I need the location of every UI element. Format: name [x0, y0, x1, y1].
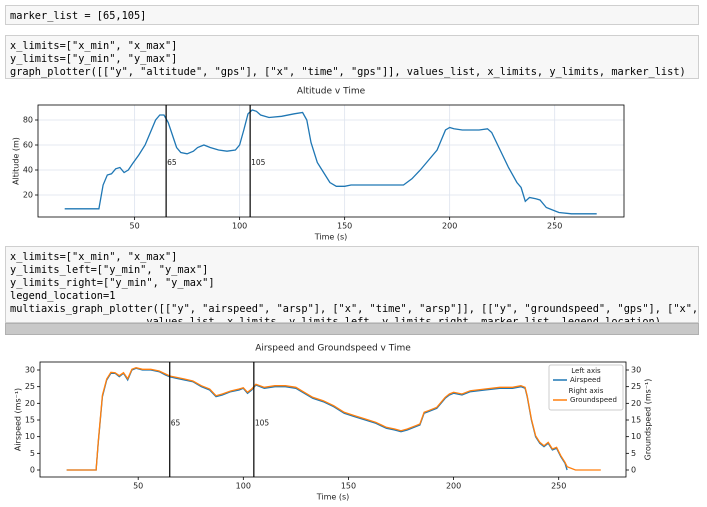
chart-title: Airspeed and Groundspeed v Time — [255, 344, 411, 354]
code-line: multiaxis_graph_plotter([["y", "airspeed… — [10, 303, 699, 315]
marker-label: 65 — [167, 158, 177, 167]
code-line: values_list, x_limits, y_limits_left, y_… — [10, 316, 661, 323]
y2-tick-label: 15 — [631, 416, 641, 425]
y-tick-label: 5 — [30, 449, 35, 458]
legend-label: Airspeed — [570, 376, 601, 384]
x-tick-label: 250 — [547, 222, 562, 231]
code-line: legend_location=1 — [10, 290, 116, 302]
x-tick-label: 50 — [133, 482, 143, 491]
y-tick-label: 20 — [25, 399, 35, 408]
x-axis-label: Time (s) — [316, 493, 350, 502]
code-line: y_limits_right=["y_min", "y_max"] — [10, 277, 215, 289]
y2-tick-label: 30 — [631, 366, 641, 375]
marker-label: 105 — [255, 419, 270, 428]
code-line: graph_plotter([["y", "altitude", "gps"],… — [10, 66, 686, 78]
x-tick-label: 250 — [551, 482, 566, 491]
y-tick-label: 10 — [25, 432, 35, 441]
y-tick-label: 40 — [23, 166, 33, 175]
legend-title: Right axis — [569, 387, 604, 395]
y2-tick-label: 5 — [631, 449, 636, 458]
plot-frame — [37, 104, 625, 218]
marker-label: 65 — [171, 419, 181, 428]
y-axis-label: Altitude (m) — [12, 137, 21, 185]
x-tick-label: 100 — [236, 482, 251, 491]
x-tick-label: 200 — [446, 482, 461, 491]
code-line: x_limits=["x_min", "x_max"] — [10, 40, 178, 52]
y-axis-label: Airspeed (ms⁻¹) — [14, 388, 23, 451]
chart: Altitude v Time 50 100 150 200 250 20 40 60 80 Tim… — [12, 87, 625, 242]
x-tick-label: 150 — [337, 222, 352, 231]
y-tick-label: 15 — [25, 416, 35, 425]
y2-axis-label: Groundspeed (ms⁻¹) — [644, 379, 653, 461]
chart-title: Altitude v Time — [297, 87, 366, 97]
code-cell[interactable]: x_limits=["x_min", "x_max"] y_limits_left… — [5, 246, 699, 323]
y2-tick-label: 10 — [631, 432, 641, 441]
y-tick-label: 0 — [30, 466, 35, 475]
data-line — [66, 367, 568, 471]
code-cell[interactable]: x_limits=["x_min", "x_max"] y_limits=["y_… — [5, 35, 699, 79]
y-tick-label: 30 — [25, 366, 35, 375]
scrollbar[interactable] — [5, 323, 699, 335]
code-line: y_limits_left=["y_min", "y_max"] — [10, 264, 209, 276]
legend-title: Left axis — [571, 367, 601, 375]
data-line — [64, 109, 597, 215]
y2-tick-label: 0 — [631, 466, 636, 475]
y-tick-label: 25 — [25, 382, 35, 391]
code-line: y_limits=["y_min", "y_max"] — [10, 53, 178, 65]
x-tick-label: 150 — [341, 482, 356, 491]
y2-tick-label: 20 — [631, 399, 641, 408]
x-tick-label: 50 — [130, 222, 140, 231]
plot-frame — [39, 361, 627, 478]
x-axis-label: Time (s) — [314, 233, 348, 242]
marker-label: 105 — [251, 158, 266, 167]
data-line — [66, 367, 601, 471]
code-cell[interactable]: marker_list = [65,105] — [5, 5, 699, 25]
y-tick-label: 80 — [23, 116, 33, 125]
legend-label: Groundspeed — [570, 396, 617, 404]
y-tick-label: 60 — [23, 141, 33, 150]
x-tick-label: 200 — [442, 222, 457, 231]
y-tick-label: 20 — [23, 191, 33, 200]
legend-box — [548, 364, 624, 411]
code-line: marker_list = [65,105] — [10, 10, 147, 22]
code-line: x_limits=["x_min", "x_max"] — [10, 251, 178, 263]
x-tick-label: 100 — [232, 222, 247, 231]
y2-tick-label: 25 — [631, 382, 641, 391]
